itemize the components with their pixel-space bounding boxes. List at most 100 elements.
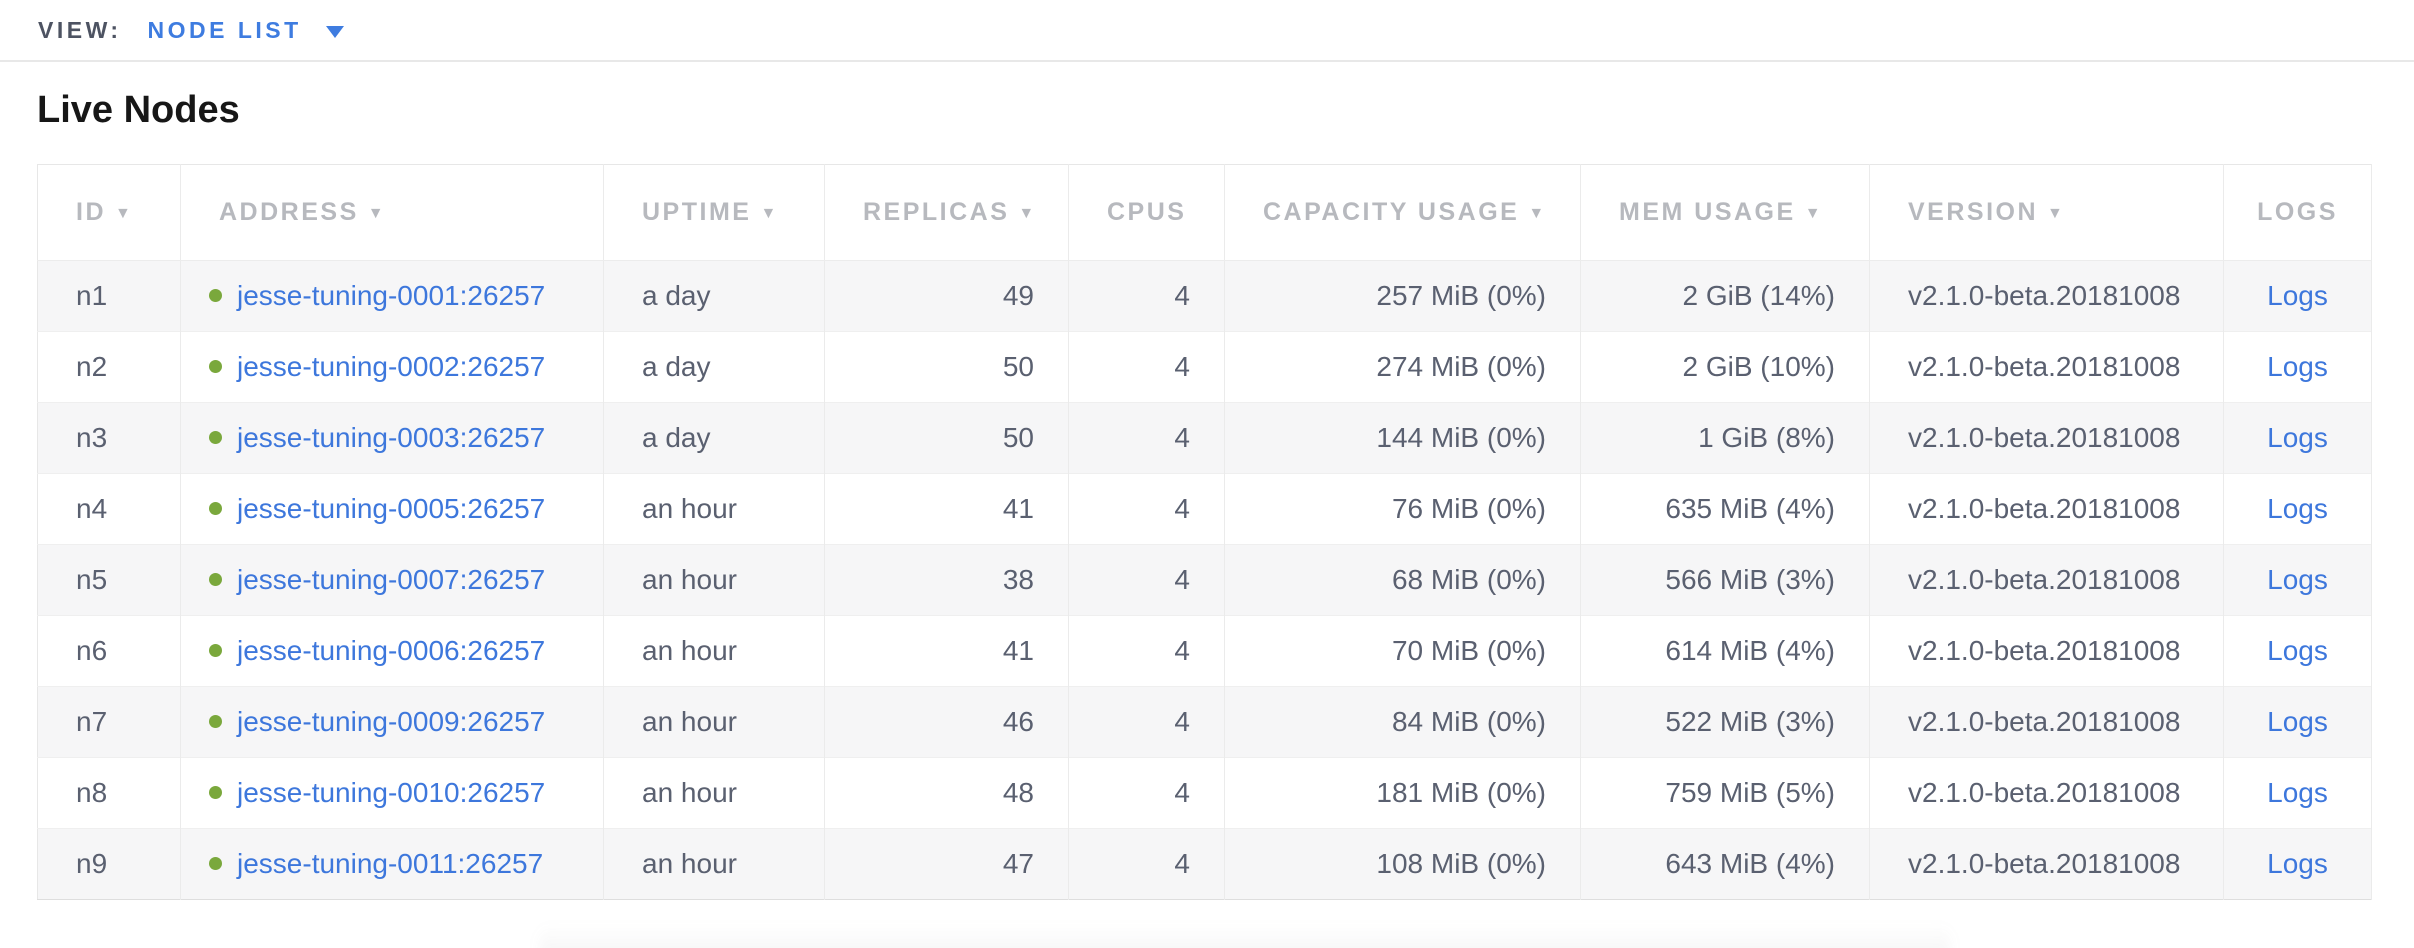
node-logs-link[interactable]: Logs [2267,564,2328,595]
cell-replicas: 49 [824,260,1069,332]
sort-desc-icon: ▼ [115,205,134,222]
cell-capacity: 68 MiB (0%) [1224,544,1581,616]
cell-capacity: 70 MiB (0%) [1224,615,1581,687]
column-header-label: ID [76,198,106,226]
node-row: n3 jesse-tuning-0003:26257 a day 50 4 144 MiB… [37,402,2372,474]
cell-uptime: an hour [603,686,825,758]
node-logs-link[interactable]: Logs [2267,493,2328,524]
cell-id: n1 [37,260,181,332]
cell-id: n5 [37,544,181,616]
cell-version: v2.1.0-beta.20181008 [1869,260,2224,332]
cell-id: n2 [37,331,181,403]
cell-id: n9 [37,828,181,900]
node-address-link[interactable]: jesse-tuning-0007:26257 [237,564,546,595]
node-address-link[interactable]: jesse-tuning-0003:26257 [237,422,546,453]
caret-down-icon [325,25,344,38]
column-header-label: ADDRESS [219,198,359,226]
cell-mem: 759 MiB (5%) [1580,757,1870,829]
cell-mem: 2 GiB (14%) [1580,260,1870,332]
cell-uptime: a day [603,331,825,403]
cell-mem: 635 MiB (4%) [1580,473,1870,545]
cell-replicas: 41 [824,473,1069,545]
node-address-link[interactable]: jesse-tuning-0006:26257 [237,635,546,666]
node-address-link[interactable]: jesse-tuning-0001:26257 [237,280,546,311]
column-header-label: VERSION [1908,198,2039,226]
cell-cpus: 4 [1068,402,1225,474]
live-status-dot-icon [209,786,222,800]
cell-cpus: 4 [1068,544,1225,616]
node-row: n1 jesse-tuning-0001:26257 a day 49 4 257 MiB… [37,260,2372,332]
node-logs-link[interactable]: Logs [2267,635,2328,666]
offscreen-element-shadow [540,924,1950,948]
live-status-dot-icon [209,289,222,303]
cell-capacity: 257 MiB (0%) [1224,260,1581,332]
sort-desc-icon: ▼ [1804,205,1824,222]
node-address-link[interactable]: jesse-tuning-0011:26257 [237,848,544,879]
table-header: ID ▼ ADDRESS ▼ UPTIME ▼ REPLICAS ▼ CPUS CAPACITY … [37,164,2372,261]
cell-replicas: 47 [824,828,1069,900]
node-logs-link[interactable]: Logs [2267,848,2328,879]
cell-id: n4 [37,473,181,545]
live-status-dot-icon [209,573,222,587]
cell-logs: Logs [2223,473,2372,545]
cell-version: v2.1.0-beta.20181008 [1869,757,2224,829]
column-header-uptime[interactable]: UPTIME ▼ [603,164,825,261]
cell-cpus: 4 [1068,331,1225,403]
cell-logs: Logs [2223,260,2372,332]
node-address-link[interactable]: jesse-tuning-0010:26257 [237,777,546,808]
main-content: Live Nodes ID ▼ ADDRESS ▼ UPTIME ▼ REPLICAS ▼ CP… [0,86,2414,900]
node-logs-link[interactable]: Logs [2267,280,2328,311]
page-title: Live Nodes [37,89,240,131]
cell-capacity: 144 MiB (0%) [1224,402,1581,474]
cell-mem: 566 MiB (3%) [1580,544,1870,616]
view-selector-dropdown[interactable]: NODE LIST [148,17,344,44]
view-selector-value: NODE LIST [147,16,302,43]
sort-desc-icon: ▼ [760,205,779,222]
cell-uptime: an hour [603,473,825,545]
node-logs-link[interactable]: Logs [2267,351,2328,382]
node-address-link[interactable]: jesse-tuning-0002:26257 [237,351,546,382]
cell-address: jesse-tuning-0010:26257 [180,757,604,829]
cell-uptime: an hour [603,615,825,687]
node-address-link[interactable]: jesse-tuning-0005:26257 [237,493,546,524]
live-status-dot-icon [209,644,222,658]
cell-mem: 643 MiB (4%) [1580,828,1870,900]
cell-address: jesse-tuning-0002:26257 [180,331,604,403]
cell-cpus: 4 [1068,473,1225,545]
cell-replicas: 46 [824,686,1069,758]
cell-logs: Logs [2223,757,2372,829]
live-status-dot-icon [209,502,222,516]
column-header-label: CAPACITY USAGE [1263,198,1520,226]
cell-address: jesse-tuning-0005:26257 [180,473,604,545]
column-header-label: CPUS [1107,198,1187,226]
node-logs-link[interactable]: Logs [2267,422,2328,453]
node-logs-link[interactable]: Logs [2267,706,2328,737]
column-header-capacity[interactable]: CAPACITY USAGE ▼ [1224,164,1581,261]
cell-address: jesse-tuning-0006:26257 [180,615,604,687]
node-row: n8 jesse-tuning-0010:26257 an hour 48 4 181 M… [37,757,2372,829]
column-header-replicas[interactable]: REPLICAS ▼ [824,164,1069,261]
node-address-link[interactable]: jesse-tuning-0009:26257 [237,706,546,737]
column-header-mem[interactable]: MEM USAGE ▼ [1580,164,1870,261]
node-row: n4 jesse-tuning-0005:26257 an hour 41 4 76 Mi… [37,473,2372,545]
cell-uptime: an hour [603,757,825,829]
sort-desc-icon: ▼ [1018,205,1037,222]
view-label: VIEW: [38,16,122,43]
column-header-id[interactable]: ID ▼ [37,164,181,261]
sort-desc-icon: ▼ [2047,205,2066,222]
cell-address: jesse-tuning-0001:26257 [180,260,604,332]
cell-uptime: an hour [603,828,825,900]
column-header-label: LOGS [2257,198,2338,226]
column-header-label: REPLICAS [863,198,1010,226]
live-status-dot-icon [209,431,222,445]
cell-version: v2.1.0-beta.20181008 [1869,544,2224,616]
column-header-address[interactable]: ADDRESS ▼ [180,164,604,261]
cell-logs: Logs [2223,828,2372,900]
node-logs-link[interactable]: Logs [2267,777,2328,808]
cell-id: n7 [37,686,181,758]
cell-cpus: 4 [1068,757,1225,829]
cell-version: v2.1.0-beta.20181008 [1869,402,2224,474]
column-header-version[interactable]: VERSION ▼ [1869,164,2224,261]
cell-mem: 1 GiB (8%) [1580,402,1870,474]
live-status-dot-icon [209,715,222,729]
